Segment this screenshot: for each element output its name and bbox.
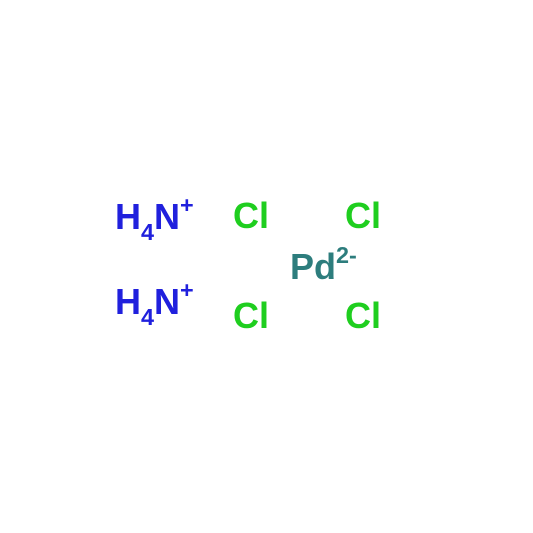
atom-label: N — [154, 281, 180, 322]
atom-label: N — [154, 196, 180, 237]
atom-pd: Pd2- — [290, 245, 357, 288]
chemical-diagram: H4N+ H4N+ Cl Cl Cl Cl Pd2- — [0, 0, 533, 533]
atom-label: H — [115, 196, 141, 237]
atom-label: Pd — [290, 246, 336, 287]
atom-charge: + — [180, 192, 194, 218]
atom-cl-4: Cl — [345, 295, 381, 337]
atom-charge: 2- — [336, 242, 357, 268]
atom-charge: + — [180, 277, 194, 303]
atom-cl-2: Cl — [345, 195, 381, 237]
atom-label: H — [115, 281, 141, 322]
atom-cl-1: Cl — [233, 195, 269, 237]
atom-nh4-1: H4N+ — [115, 195, 194, 243]
atom-subscript: 4 — [141, 304, 154, 330]
atom-subscript: 4 — [141, 219, 154, 245]
atom-nh4-2: H4N+ — [115, 280, 194, 328]
atom-cl-3: Cl — [233, 295, 269, 337]
